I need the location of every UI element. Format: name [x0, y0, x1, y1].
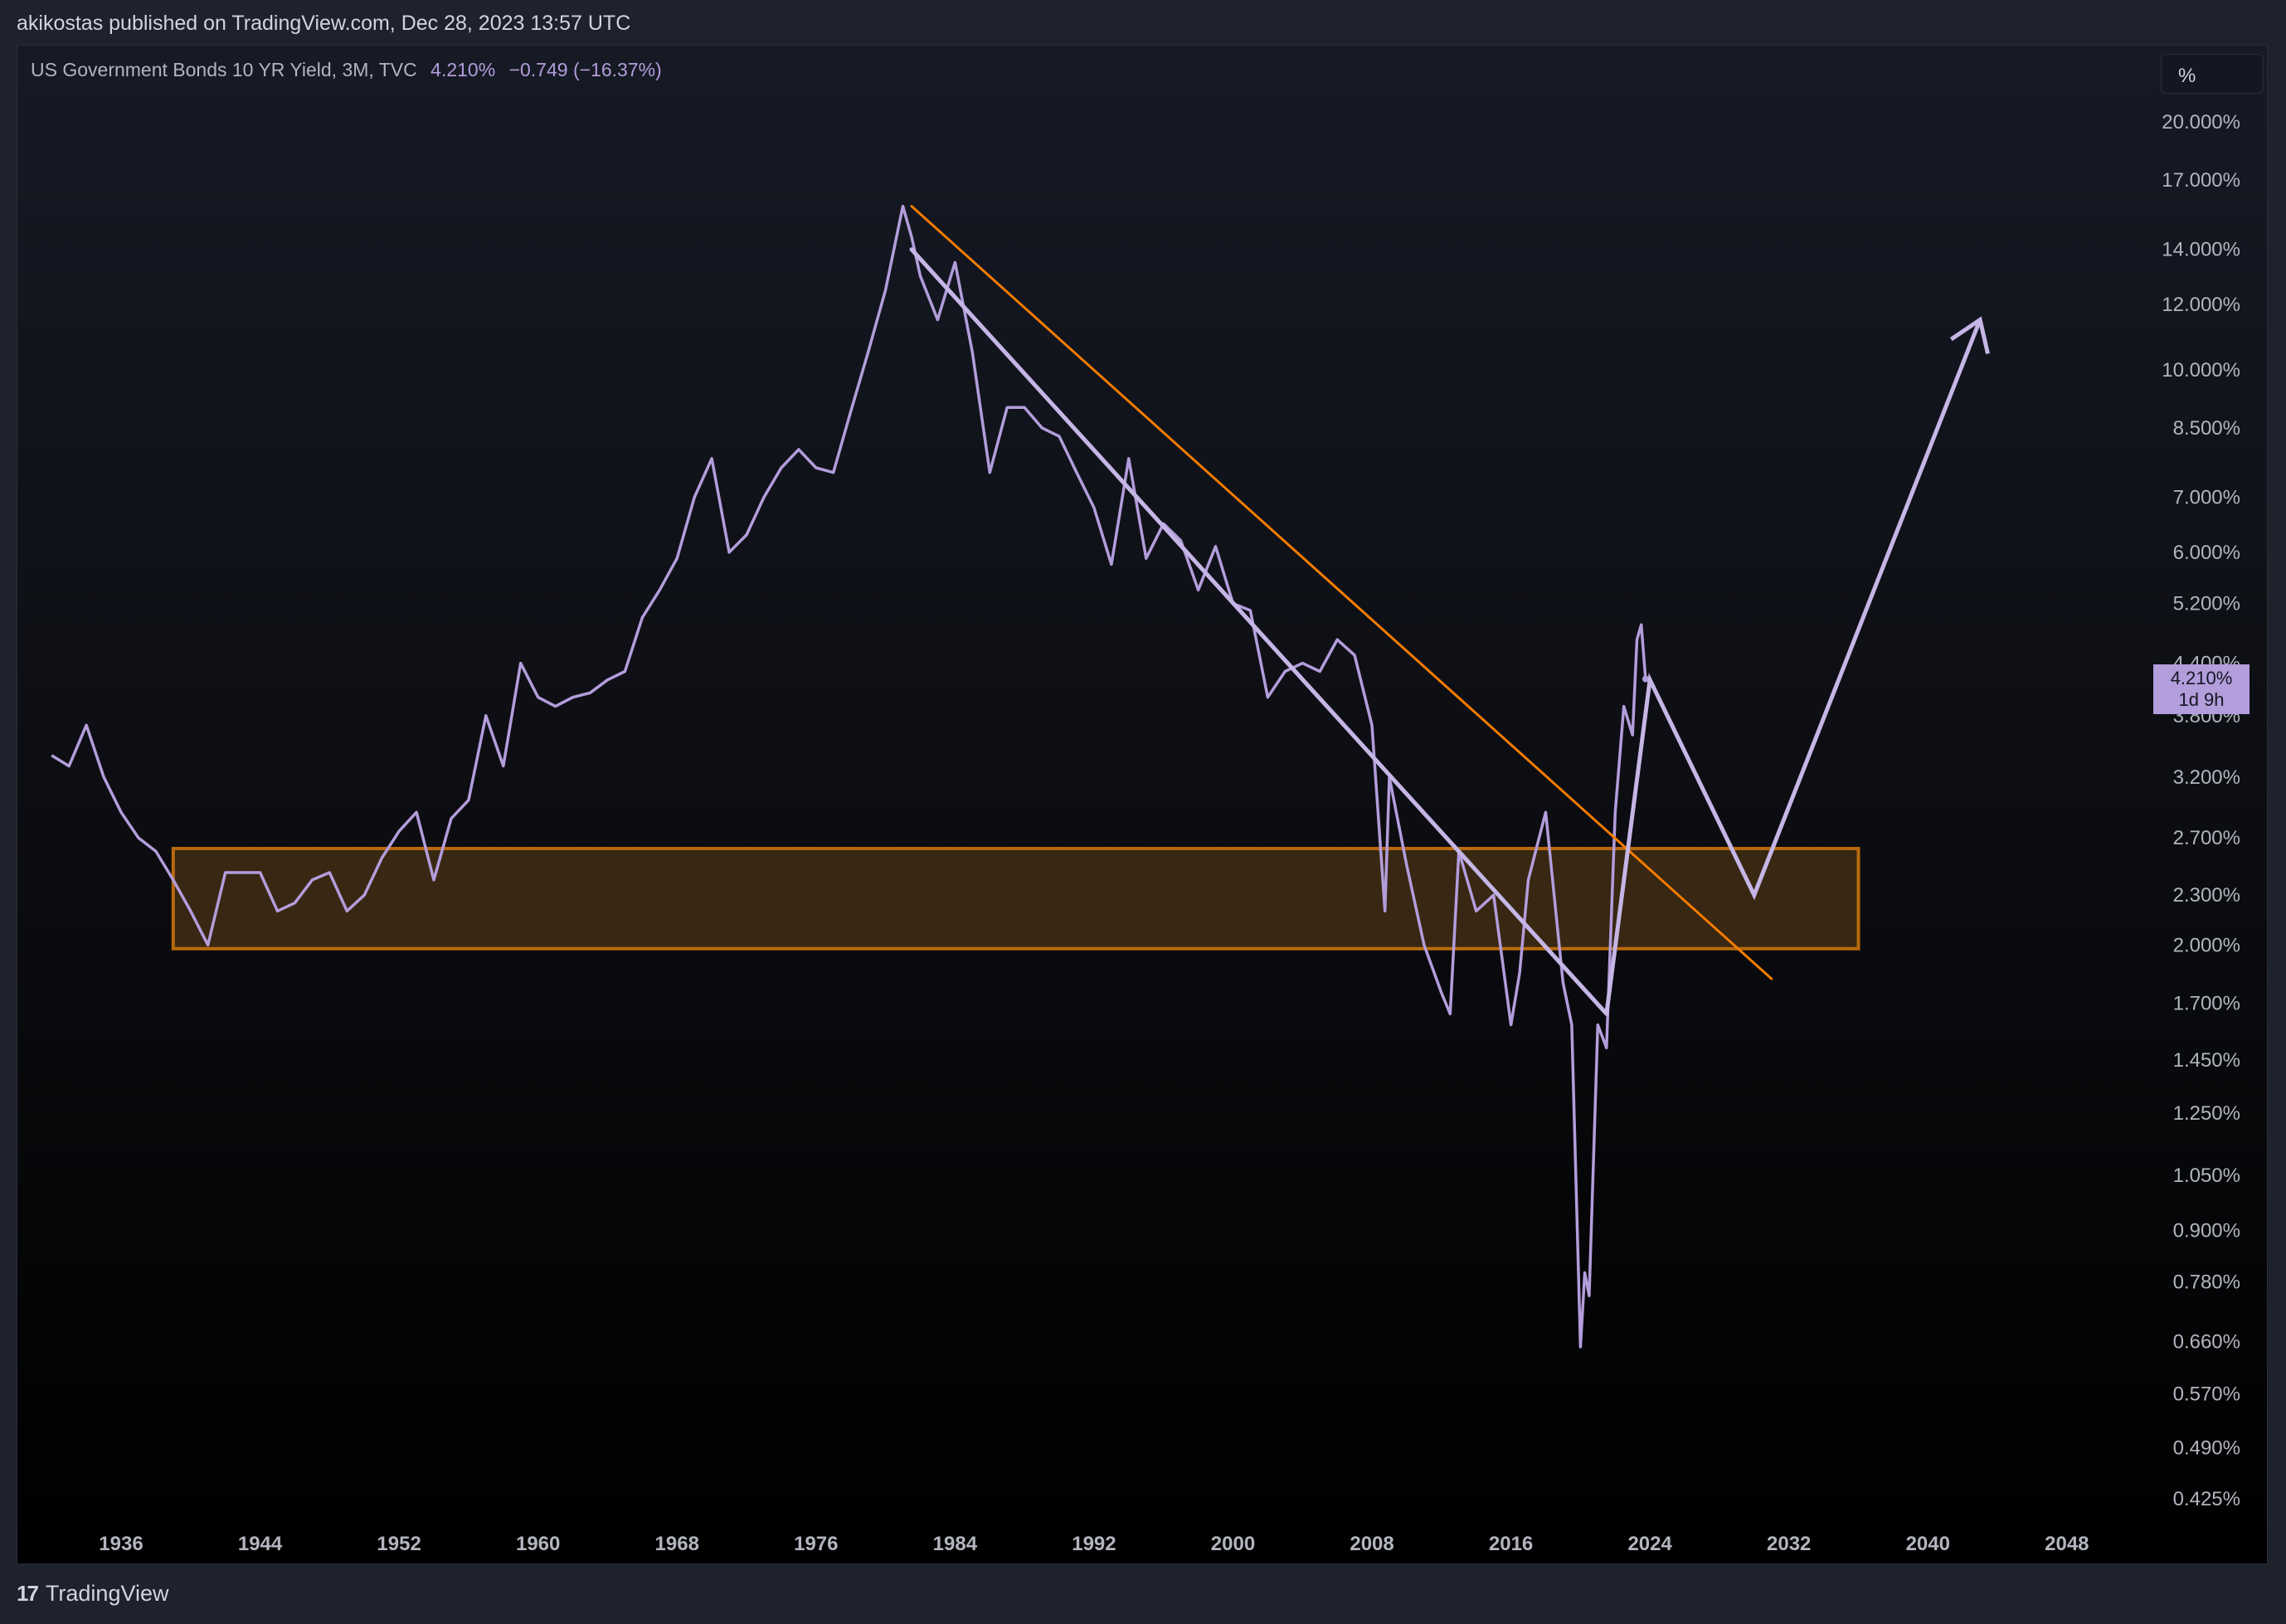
last-price-value: 4.210%: [2170, 668, 2233, 688]
percent-scale-button[interactable]: %: [2161, 54, 2264, 94]
legend-symbol: US Government Bonds 10 YR Yield, 3M, TVC: [31, 59, 417, 80]
legend-value: 4.210%: [430, 59, 496, 80]
x-tick-label: 1992: [1072, 1533, 1116, 1555]
projection-arrowhead: [1949, 316, 1990, 355]
x-tick-label: 2008: [1350, 1533, 1393, 1555]
projection-path: [1604, 318, 1982, 1014]
x-tick-label: 2032: [1767, 1533, 1811, 1555]
y-tick-label: 5.200%: [2173, 593, 2240, 615]
x-tick-label: 1960: [516, 1533, 560, 1555]
chart-pane[interactable]: 20.000% 17.000% 14.000% 12.000% 10.000% 8.500…: [17, 45, 2268, 1564]
y-tick-label: 14.000%: [2162, 239, 2240, 261]
x-tick-label: 1944: [238, 1533, 283, 1555]
x-tick-label: 2024: [1627, 1533, 1672, 1555]
brand-name: TradingView: [45, 1581, 169, 1606]
x-tick-label: 2048: [2045, 1533, 2089, 1555]
y-tick-label: 2.000%: [2173, 934, 2240, 956]
legend-change: −0.749 (−16.37%): [508, 59, 662, 80]
symbol-legend[interactable]: US Government Bonds 10 YR Yield, 3M, TVC…: [31, 59, 662, 81]
y-tick-label: 12.000%: [2162, 294, 2240, 316]
x-tick-label: 1968: [655, 1533, 699, 1555]
y-tick-label: 1.450%: [2173, 1049, 2240, 1072]
lavender-trendline: [909, 247, 1609, 1016]
y-tick-label: 2.300%: [2173, 884, 2240, 907]
y-tick-label: 0.780%: [2173, 1271, 2240, 1293]
price-chart[interactable]: 20.000% 17.000% 14.000% 12.000% 10.000% 8.500…: [17, 46, 2268, 1564]
y-tick-label: 0.570%: [2173, 1383, 2240, 1405]
y-tick-label: 0.490%: [2173, 1437, 2240, 1460]
y-tick-label: 10.000%: [2162, 359, 2240, 382]
y-tick-label: 6.000%: [2173, 542, 2240, 564]
last-value-dot: [1642, 675, 1649, 683]
bar-countdown: 1d 9h: [2178, 689, 2225, 710]
y-tick-label: 1.250%: [2173, 1102, 2240, 1125]
x-tick-label: 1936: [99, 1533, 143, 1555]
y-tick-label: 0.900%: [2173, 1220, 2240, 1242]
y-tick-label: 7.000%: [2173, 486, 2240, 508]
footer-brand[interactable]: 17 TradingView: [17, 1581, 169, 1607]
x-tick-label: 1952: [377, 1533, 421, 1555]
support-zone: [171, 847, 1860, 951]
last-price-tag: 4.210% 1d 9h: [2153, 664, 2250, 714]
yield-series-line: [51, 204, 1647, 1349]
x-tick-label: 1976: [794, 1533, 838, 1555]
y-tick-label: 20.000%: [2162, 111, 2240, 134]
y-tick-label: 17.000%: [2162, 169, 2240, 192]
x-tick-label: 2016: [1489, 1533, 1533, 1555]
x-tick-label: 2000: [1211, 1533, 1255, 1555]
tradingview-logo-icon: 17: [17, 1581, 39, 1606]
x-tick-label: 2040: [1906, 1533, 1950, 1555]
y-tick-label: 1.700%: [2173, 992, 2240, 1014]
y-tick-label: 3.200%: [2173, 766, 2240, 789]
y-tick-label: 0.425%: [2173, 1488, 2240, 1510]
y-tick-label: 8.500%: [2173, 417, 2240, 440]
y-tick-label: 2.700%: [2173, 827, 2240, 849]
y-tick-label: 1.050%: [2173, 1165, 2240, 1187]
y-tick-label: 0.660%: [2173, 1330, 2240, 1353]
published-header: akikostas published on TradingView.com, …: [17, 12, 631, 35]
x-tick-label: 1984: [933, 1533, 978, 1555]
